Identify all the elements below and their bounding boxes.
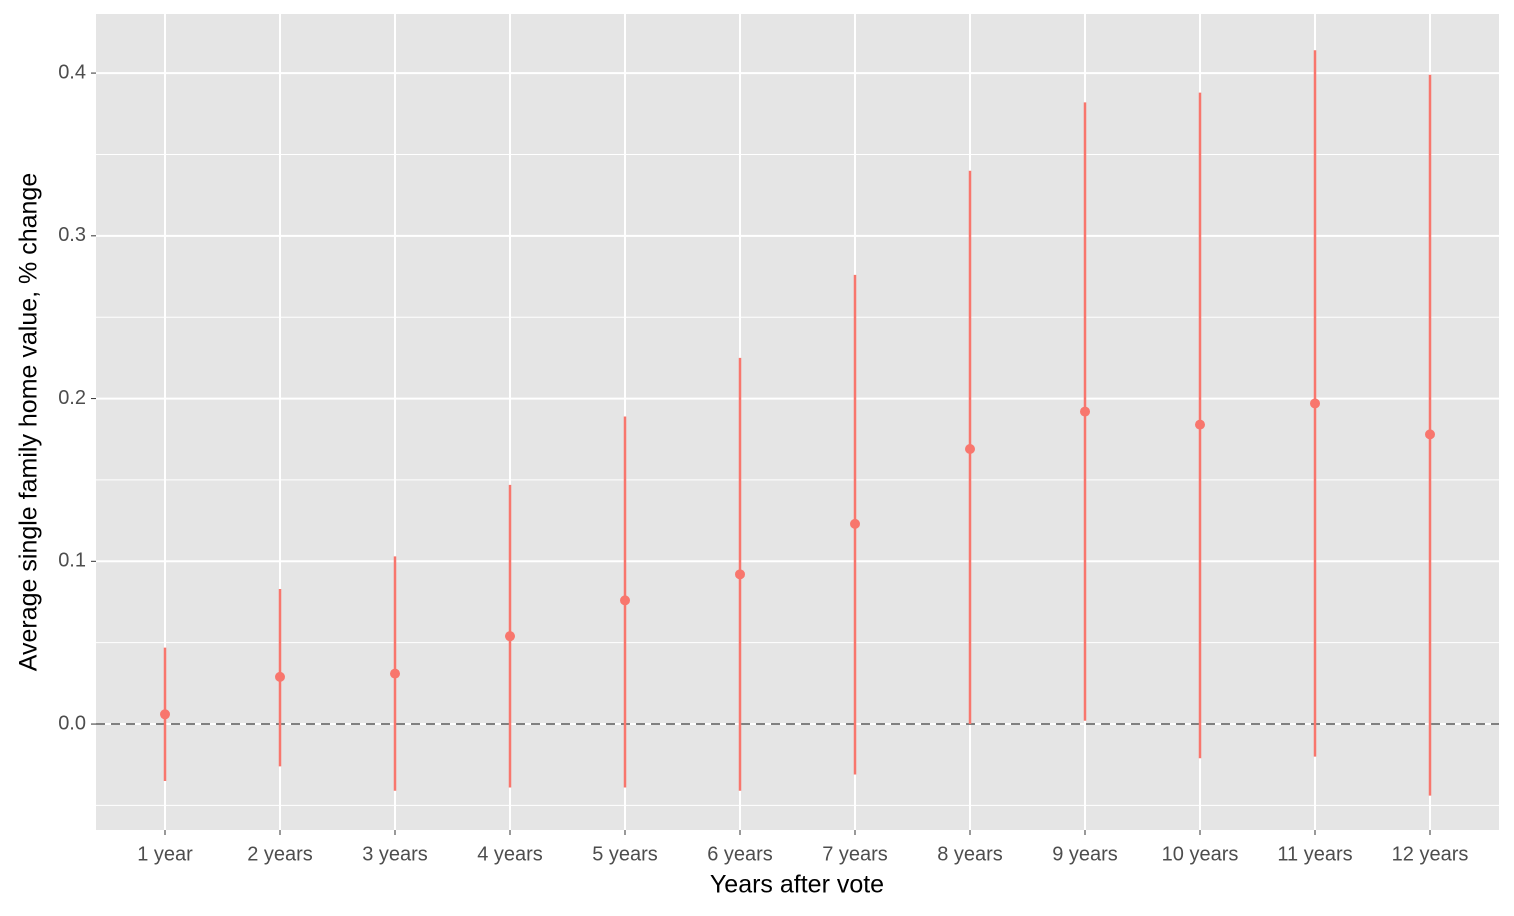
- point: [965, 444, 975, 455]
- x-tick-label: 3 years: [362, 843, 428, 865]
- x-tick-label: 7 years: [822, 843, 888, 865]
- point: [1195, 419, 1205, 430]
- point: [1080, 406, 1090, 417]
- point: [1425, 429, 1435, 440]
- x-tick-label: 5 years: [592, 843, 658, 865]
- x-tick-label: 9 years: [1052, 843, 1118, 865]
- point: [735, 569, 745, 580]
- point: [620, 595, 630, 606]
- x-tick-label: 6 years: [707, 843, 773, 865]
- y-axis-title: Average single family home value, % chan…: [15, 173, 43, 671]
- point: [390, 668, 400, 679]
- y-tick-label: 0.3: [58, 224, 86, 246]
- x-tick-label: 1 year: [137, 843, 193, 865]
- x-tick-label: 12 years: [1392, 843, 1469, 865]
- x-tick-label: 11 years: [1277, 843, 1352, 865]
- point: [850, 518, 860, 529]
- y-tick-label: 0.1: [58, 550, 86, 572]
- point: [160, 709, 170, 720]
- x-tick-label: 8 years: [937, 843, 1003, 865]
- y-tick-label: 0.0: [58, 712, 86, 734]
- point: [1310, 398, 1320, 409]
- point: [275, 671, 285, 682]
- x-tick-label: 10 years: [1162, 843, 1239, 865]
- y-tick-label: 0.4: [58, 61, 86, 83]
- x-tick-label: 4 years: [477, 843, 543, 865]
- panel: [96, 14, 1499, 830]
- x-axis-title: Years after vote: [710, 871, 884, 899]
- point: [505, 631, 515, 642]
- y-tick-label: 0.2: [58, 387, 86, 409]
- x-tick-label: 2 years: [247, 843, 313, 865]
